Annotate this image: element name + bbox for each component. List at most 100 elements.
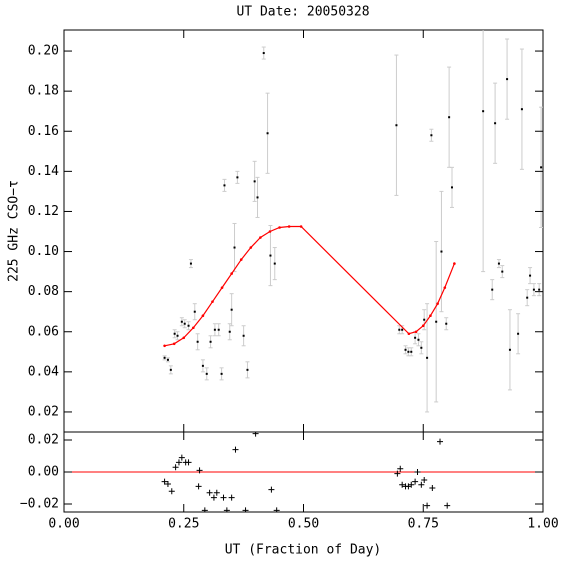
fit-point (239, 258, 243, 261)
data-point (242, 334, 245, 337)
residual-point (273, 507, 280, 512)
data-point (532, 288, 535, 291)
x-tick-label: 1.00 (527, 517, 558, 532)
x-tick-label: 0.00 (48, 517, 79, 532)
data-point (236, 176, 239, 179)
y-tick-label: 0.06 (28, 324, 59, 339)
y-tick-label: 0.16 (28, 124, 59, 139)
fit-point (443, 286, 447, 289)
data-point (414, 336, 417, 339)
data-point (262, 52, 265, 55)
data-point (223, 184, 226, 187)
data-point (445, 322, 448, 325)
data-point (269, 254, 272, 257)
fit-point (172, 342, 176, 346)
fit-point (429, 314, 432, 318)
data-point (189, 262, 192, 265)
fit-point (407, 332, 411, 336)
x-axis-label: UT (Fraction of Day) (225, 543, 382, 558)
residual-plot (64, 432, 543, 512)
data-point (440, 250, 443, 253)
residual-point (228, 494, 235, 501)
data-point (169, 368, 172, 371)
residual-point (206, 489, 213, 496)
data-point (166, 358, 169, 361)
y-tick-label: 0.04 (28, 364, 59, 379)
residual-point (185, 459, 192, 466)
fit-point (182, 336, 186, 340)
residual-point (418, 481, 425, 488)
data-point (430, 134, 433, 137)
residual-point (161, 478, 168, 485)
fit-point (421, 324, 425, 328)
y-tick-label: 0.12 (28, 204, 59, 219)
data-point (163, 356, 166, 359)
residual-point (437, 438, 444, 445)
residual-point (223, 507, 230, 512)
residual-point (252, 432, 259, 437)
residual-point (168, 488, 175, 495)
data-point (517, 332, 520, 335)
y-tick-label: −0.02 (20, 497, 59, 512)
fit-point (249, 246, 253, 249)
fit-point (211, 300, 214, 303)
residual-point (213, 489, 220, 496)
data-point (209, 340, 212, 343)
data-point (494, 122, 497, 125)
fit-line (164, 225, 455, 347)
fit-point (259, 236, 262, 239)
fit-point (278, 226, 281, 229)
data-point (256, 196, 259, 199)
data-point (213, 328, 216, 331)
data-point (401, 328, 404, 331)
data-point (529, 274, 532, 277)
y-tick-label: 0.02 (28, 404, 59, 419)
residual-point (220, 494, 227, 501)
data-point (526, 296, 529, 299)
fit-point (220, 286, 224, 289)
residual-point (397, 465, 404, 472)
data-point (196, 340, 199, 343)
residual-point (242, 507, 249, 512)
data-point (540, 166, 543, 169)
data-point (176, 334, 179, 337)
fit-point (201, 314, 205, 318)
x-tick-label: 0.25 (168, 517, 199, 532)
fit-point (163, 344, 166, 348)
data-point (491, 288, 494, 291)
data-point (448, 116, 451, 119)
residual-point (175, 459, 182, 466)
data-point (426, 356, 429, 359)
y-tick-label: 0.18 (28, 84, 59, 99)
data-point (205, 372, 208, 375)
residual-point (412, 478, 419, 485)
fit-point (192, 326, 195, 330)
residual-point (444, 502, 451, 509)
fit-point (268, 230, 272, 233)
data-point (417, 338, 420, 341)
data-point (404, 348, 407, 351)
y-tick-label: 0.10 (28, 244, 59, 259)
data-point (506, 78, 509, 81)
data-point (266, 132, 269, 135)
data-point (420, 346, 423, 349)
data-point (217, 328, 220, 331)
data-point (183, 322, 186, 325)
y-tick-label: 0.00 (28, 465, 59, 480)
data-point (482, 110, 485, 113)
data-point (501, 270, 504, 273)
data-point (228, 330, 231, 333)
residual-point (201, 507, 208, 512)
data-point (450, 186, 453, 189)
fit-point (299, 225, 303, 228)
residual-point (232, 446, 239, 453)
data-point (395, 124, 398, 127)
x-tick-label: 0.50 (288, 517, 319, 532)
residual-point (421, 477, 428, 483)
y-tick-label: 0.08 (28, 284, 59, 299)
y-axis-label: 225 GHz CSO−τ (7, 180, 22, 282)
data-point (220, 372, 223, 375)
fit-point (230, 272, 233, 275)
data-point (201, 364, 204, 367)
